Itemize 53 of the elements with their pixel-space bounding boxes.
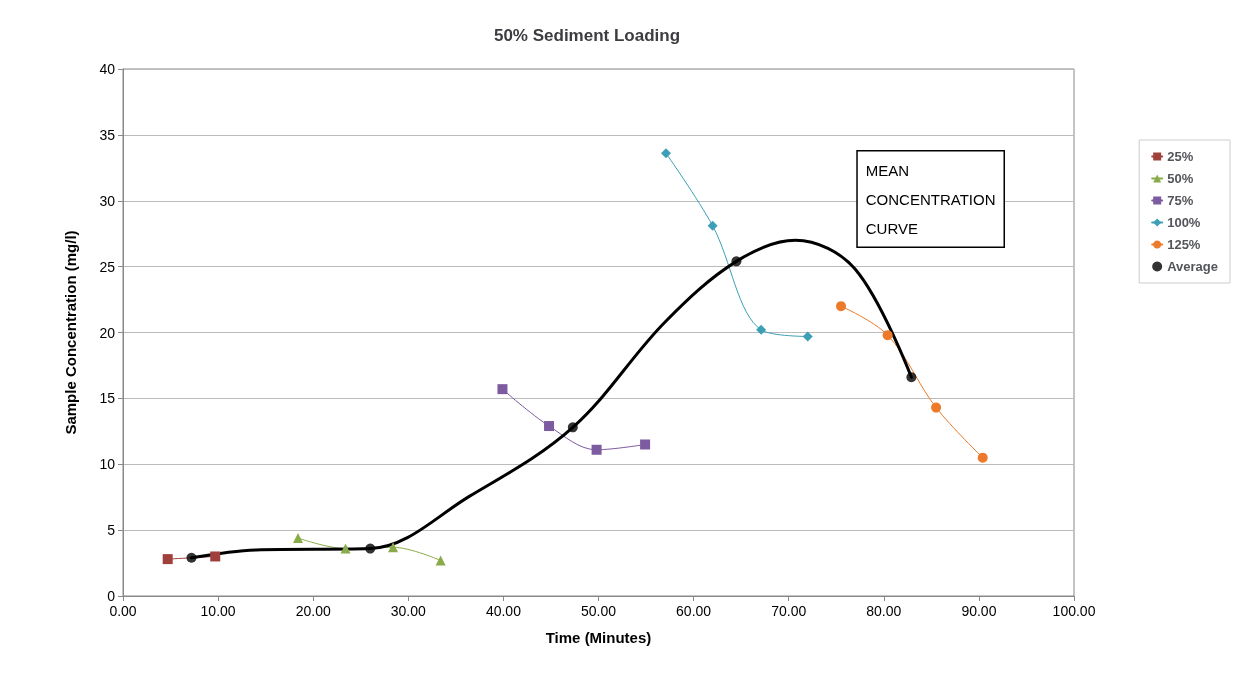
- point: [340, 543, 351, 554]
- x-tick-label: 20.00: [295, 603, 331, 619]
- point: [388, 542, 399, 553]
- point: [640, 439, 651, 450]
- point: [977, 452, 988, 463]
- point: [162, 554, 173, 565]
- x-tick-label: 30.00: [390, 603, 427, 619]
- y-tick-label: 40: [99, 61, 116, 77]
- point: [756, 324, 767, 335]
- x-axis-title: Time (Minutes): [545, 629, 652, 646]
- y-tick-label: 10: [99, 456, 116, 473]
- x-tick-label: 100.00: [1052, 603, 1096, 619]
- y-tick-label: 0: [107, 588, 116, 604]
- x-tick-label: 70.00: [771, 603, 807, 619]
- point: [210, 551, 221, 562]
- point: [591, 444, 602, 455]
- point: [186, 552, 197, 563]
- legend-label: Average: [1167, 259, 1218, 274]
- y-tick-label: 20: [99, 324, 116, 341]
- x-tick-label: 40.00: [485, 603, 522, 619]
- annotation: MEAN CONCENTRATION CURVE: [865, 161, 996, 237]
- point: [836, 301, 847, 312]
- y-tick-label: 35: [99, 126, 116, 143]
- y-tick-label: 5: [107, 522, 116, 539]
- x-tick-label: 10.00: [200, 603, 236, 619]
- x-tick-label: 90.00: [961, 603, 997, 619]
- point: [292, 533, 303, 544]
- point: [544, 421, 555, 432]
- legend-label: 100%: [1167, 215, 1201, 230]
- point: [567, 422, 578, 433]
- legend-label: 50%: [1167, 171, 1194, 186]
- point: [661, 148, 672, 159]
- x-tick-label: 60.00: [676, 603, 712, 619]
- chart-title: 50% Sediment Loading: [493, 26, 681, 45]
- point: [802, 331, 813, 342]
- y-axis-title: Sample Concentration (mg/l): [62, 230, 79, 435]
- point: [497, 384, 508, 395]
- y-tick-label: 25: [99, 258, 116, 275]
- x-tick-label: 80.00: [866, 603, 902, 619]
- legend-label: 75%: [1167, 193, 1194, 208]
- legend-label: 125%: [1167, 237, 1201, 252]
- x-tick-label: 50.00: [580, 603, 617, 619]
- y-tick-label: 30: [99, 192, 116, 209]
- point: [906, 372, 917, 383]
- x-tick-label: 0.00: [109, 603, 137, 619]
- point: [931, 402, 942, 413]
- point: [707, 220, 718, 231]
- point: [435, 555, 446, 566]
- point: [882, 330, 893, 341]
- point: [731, 256, 742, 267]
- point: [365, 543, 376, 554]
- y-tick-label: 15: [99, 390, 116, 407]
- legend-label: 25%: [1167, 149, 1194, 164]
